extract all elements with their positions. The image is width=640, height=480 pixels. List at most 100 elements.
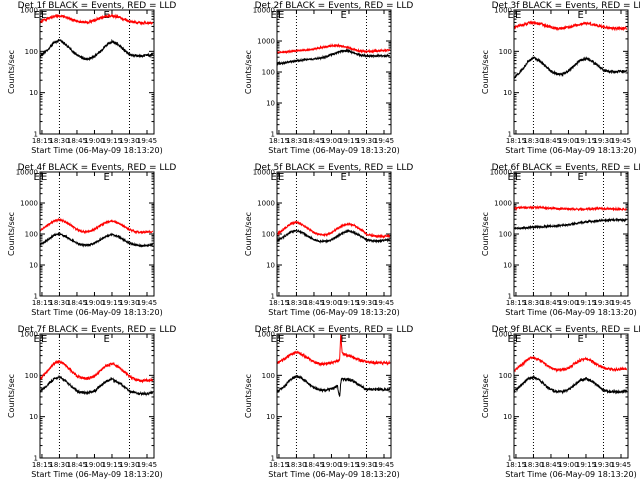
- detector-panel: Det 4f BLACK = Events, RED = LLD Counts/s…: [7, 163, 176, 317]
- y-tick-label: 100: [499, 231, 512, 239]
- y-tick-label: 1000: [20, 200, 38, 208]
- plot-frame: [276, 9, 392, 135]
- events-series-line: [513, 217, 628, 231]
- events-series-line: [276, 228, 391, 244]
- x-tick-label: 18:15: [506, 299, 526, 307]
- x-tick-label: 19:45: [611, 137, 631, 145]
- x-tick-label: 19:15: [576, 299, 596, 307]
- lld-series-line: [513, 20, 628, 32]
- x-tick-label: 19:15: [576, 461, 596, 469]
- x-axis-label: Start Time (06-May-09 18:13:20): [31, 470, 162, 479]
- event-marker-label: E: [270, 172, 276, 183]
- x-tick-label: 19:30: [593, 299, 613, 307]
- y-tick-label: 1: [271, 293, 275, 301]
- event-marker-label: E: [515, 172, 521, 183]
- event-marker-label: E: [577, 10, 583, 21]
- x-tick-label: 19:15: [102, 461, 122, 469]
- x-tick-label: 19:15: [339, 299, 359, 307]
- y-tick-label: 1: [508, 293, 512, 301]
- x-tick-label: 19:00: [84, 137, 104, 145]
- plot-frame: [39, 333, 155, 459]
- x-tick-label: 18:45: [67, 137, 87, 145]
- event-marker-label: E: [278, 172, 284, 183]
- x-axis-label: Start Time (06-May-09 18:13:20): [31, 308, 162, 317]
- lld-series-line: [39, 13, 153, 26]
- y-axis-label: Counts/sec: [244, 374, 253, 418]
- lld-series-line: [513, 355, 628, 373]
- x-tick-label: 18:30: [49, 461, 69, 469]
- panel-title: Det 5f BLACK = Events, RED = LLD: [255, 163, 414, 173]
- plot-frame: [39, 171, 155, 297]
- y-tick-label: 1000: [257, 38, 275, 46]
- events-series-line: [276, 48, 391, 66]
- plot-frame: [513, 9, 629, 135]
- y-tick-label: 1: [508, 131, 512, 139]
- x-tick-label: 18:15: [269, 299, 289, 307]
- x-tick-label: 18:45: [67, 299, 87, 307]
- y-tick-label: 10000: [253, 169, 275, 177]
- x-tick-label: 19:00: [84, 461, 104, 469]
- y-tick-label: 10000: [490, 169, 512, 177]
- x-axis-label: Start Time (06-May-09 18:13:20): [268, 308, 399, 317]
- event-marker-label: E: [507, 10, 513, 21]
- y-tick-label: 1000: [494, 200, 512, 208]
- y-tick-label: 10: [29, 413, 38, 421]
- x-tick-label: 19:30: [356, 461, 376, 469]
- detector-panel: Det 7f BLACK = Events, RED = LLD Counts/s…: [7, 325, 176, 479]
- lld-series-line: [39, 217, 154, 235]
- x-tick-label: 19:45: [137, 461, 157, 469]
- x-axis-label: Start Time (06-May-09 18:13:20): [505, 146, 636, 155]
- y-tick-label: 1: [508, 455, 512, 463]
- y-axis-label: Counts/sec: [244, 50, 253, 94]
- y-tick-label: 1: [34, 131, 38, 139]
- x-tick-label: 18:30: [286, 137, 306, 145]
- x-tick-label: 19:00: [321, 137, 341, 145]
- event-marker-label: E: [577, 172, 583, 183]
- panel-title: Det 8f BLACK = Events, RED = LLD: [255, 325, 414, 335]
- x-tick-label: 18:45: [541, 299, 561, 307]
- panel-title: Det 3f BLACK = Events, RED = LLD: [492, 1, 640, 11]
- events-series-line: [513, 374, 628, 395]
- x-tick-label: 18:30: [286, 299, 306, 307]
- x-tick-label: 18:30: [523, 137, 543, 145]
- y-axis-label: Counts/sec: [7, 212, 16, 256]
- detector-panel: Det 6f BLACK = Events, RED = LLD Counts/s…: [481, 163, 640, 317]
- event-marker-label: E: [33, 10, 39, 21]
- x-tick-label: 18:45: [304, 299, 324, 307]
- lld-series-line: [276, 220, 391, 239]
- x-tick-label: 19:30: [356, 137, 376, 145]
- events-series-line: [39, 38, 154, 62]
- y-tick-label: 10: [266, 100, 275, 108]
- event-marker-label: E: [270, 10, 276, 21]
- y-axis-label: Counts/sec: [7, 374, 16, 418]
- y-tick-label: 1000: [257, 331, 275, 339]
- event-marker-label: E: [103, 334, 109, 345]
- y-tick-label: 1: [34, 293, 38, 301]
- x-tick-label: 19:45: [611, 299, 631, 307]
- event-marker-label: E: [33, 172, 39, 183]
- y-tick-label: 1: [271, 131, 275, 139]
- event-marker-label: E: [41, 10, 47, 21]
- x-tick-label: 18:15: [32, 137, 52, 145]
- x-tick-label: 19:15: [102, 137, 122, 145]
- x-tick-label: 19:30: [119, 137, 139, 145]
- y-tick-label: 10: [503, 413, 512, 421]
- events-series-line: [39, 231, 153, 248]
- x-tick-label: 18:15: [269, 137, 289, 145]
- x-axis-label: Start Time (06-May-09 18:13:20): [268, 146, 399, 155]
- lld-series-line: [39, 359, 154, 384]
- x-tick-label: 18:30: [523, 299, 543, 307]
- event-marker-label: E: [103, 172, 109, 183]
- x-tick-label: 19:45: [611, 461, 631, 469]
- event-marker-label: E: [515, 334, 521, 345]
- y-tick-label: 100: [499, 48, 512, 56]
- x-tick-label: 18:45: [541, 461, 561, 469]
- event-marker-label: E: [278, 334, 284, 345]
- y-tick-label: 100: [262, 231, 275, 239]
- x-tick-label: 19:45: [137, 299, 157, 307]
- lld-series-line: [513, 204, 627, 212]
- event-marker-label: E: [340, 334, 346, 345]
- events-series-line: [276, 374, 391, 398]
- event-marker-label: E: [507, 334, 513, 345]
- events-series-line: [39, 374, 154, 397]
